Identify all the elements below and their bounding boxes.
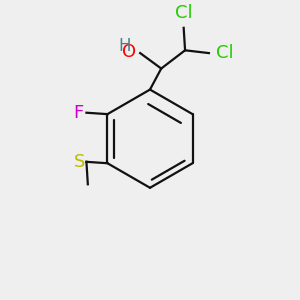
Text: O: O [122,43,136,61]
Text: Cl: Cl [216,44,234,62]
Text: H: H [118,37,131,55]
Text: S: S [74,153,85,171]
Text: F: F [73,104,83,122]
Text: Cl: Cl [175,4,193,22]
